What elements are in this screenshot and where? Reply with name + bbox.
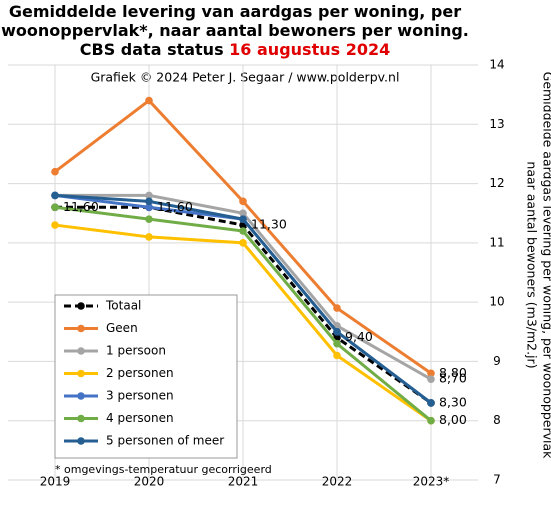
y-tick-label: 9 bbox=[493, 354, 501, 368]
point bbox=[51, 221, 59, 229]
legend-marker bbox=[77, 347, 85, 355]
title-text: Gemiddelde levering van aardgas per woni… bbox=[1, 2, 469, 59]
point bbox=[145, 233, 153, 241]
y-tick-label: 14 bbox=[489, 58, 504, 72]
legend-label: 3 personen bbox=[106, 389, 174, 403]
data-label: 8,00 bbox=[439, 412, 467, 427]
legend-marker bbox=[77, 414, 85, 423]
point bbox=[427, 416, 435, 425]
legend-label: 5 personen of meer bbox=[106, 434, 224, 448]
data-label: 9,40 bbox=[345, 329, 373, 344]
y-axis-label-line: naar aantal bewoners (m3/m2.jr) bbox=[525, 161, 540, 368]
point bbox=[239, 239, 247, 247]
point bbox=[239, 215, 247, 223]
x-tick-label: 2019 bbox=[40, 475, 71, 489]
point bbox=[427, 375, 435, 384]
y-tick-label: 12 bbox=[489, 176, 504, 190]
point bbox=[145, 191, 153, 200]
point bbox=[51, 203, 59, 212]
subtitle: Grafiek © 2024 Peter J. Segaar / www.pol… bbox=[91, 70, 400, 85]
title-date: 16 augustus 2024 bbox=[229, 40, 391, 59]
point bbox=[239, 197, 247, 206]
point bbox=[239, 227, 247, 235]
legend-label: 4 personen bbox=[106, 411, 174, 425]
point bbox=[145, 96, 153, 105]
point bbox=[51, 191, 59, 200]
legend-label: 1 persoon bbox=[106, 344, 166, 358]
data-label: 8,30 bbox=[439, 394, 467, 409]
legend-label: 2 personen bbox=[106, 366, 174, 380]
legend-box bbox=[54, 294, 238, 459]
point bbox=[427, 369, 435, 378]
point bbox=[427, 399, 435, 407]
y-tick-label: 13 bbox=[489, 117, 504, 131]
legend-marker bbox=[77, 369, 85, 378]
y-axis-label: Gemiddelde aardgas levering per woning, … bbox=[525, 72, 551, 459]
y-tick-label: 10 bbox=[489, 295, 504, 309]
legend-label: Totaal bbox=[105, 299, 141, 313]
y-axis-label-line: Gemiddelde aardgas levering per woning, … bbox=[541, 72, 551, 459]
chart-title: Gemiddelde levering van aardgas per woni… bbox=[0, 2, 470, 59]
point bbox=[333, 351, 341, 360]
point bbox=[333, 339, 341, 348]
point bbox=[145, 197, 153, 206]
point bbox=[333, 304, 341, 312]
legend-marker bbox=[77, 437, 85, 445]
point bbox=[333, 327, 341, 336]
data-label: 8,80 bbox=[439, 365, 467, 380]
footnote: * omgevings-temperatuur gecorrigeerd bbox=[55, 463, 272, 476]
point bbox=[145, 203, 153, 212]
y-tick-label: 11 bbox=[489, 235, 504, 249]
legend-marker bbox=[77, 302, 85, 310]
legend-label: Geen bbox=[106, 321, 138, 335]
point bbox=[239, 209, 247, 218]
data-label: 11,30 bbox=[251, 217, 287, 232]
x-tick-label: 2022 bbox=[322, 475, 353, 489]
data-label: 11,60 bbox=[157, 199, 193, 214]
point bbox=[51, 167, 59, 176]
point bbox=[145, 215, 153, 223]
x-tick-label: 2020 bbox=[134, 475, 165, 489]
y-tick-label: 7 bbox=[493, 473, 501, 487]
x-tick-label: 2021 bbox=[228, 475, 259, 489]
y-tick-label: 8 bbox=[493, 413, 501, 427]
data-label: 8,70 bbox=[439, 371, 467, 386]
legend-marker bbox=[77, 392, 85, 400]
data-label: 11,60 bbox=[63, 199, 99, 214]
legend-marker bbox=[77, 324, 85, 333]
x-tick-label: 2023* bbox=[413, 475, 450, 489]
